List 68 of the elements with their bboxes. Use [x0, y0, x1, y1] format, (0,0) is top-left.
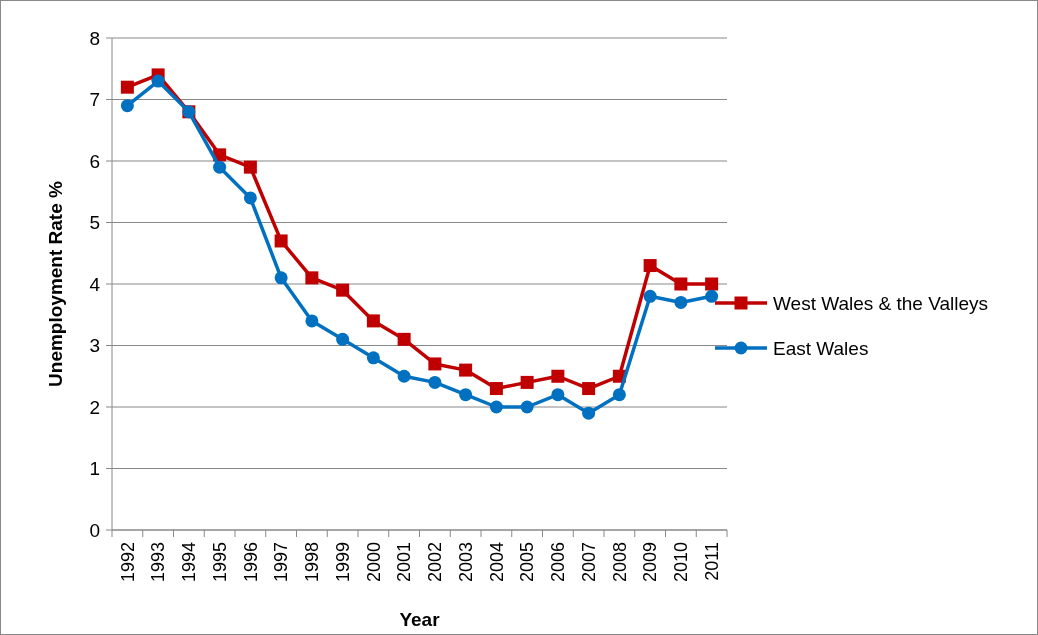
y-tick-label: 6 [89, 150, 100, 172]
point [120, 80, 134, 94]
x-tick-label: 1999 [332, 542, 353, 583]
point [582, 406, 596, 420]
point [459, 363, 473, 377]
x-axis-title: Year [399, 609, 441, 630]
point [305, 314, 319, 328]
point [366, 351, 380, 365]
x-tick-label: 2005 [517, 542, 538, 583]
point [397, 332, 411, 346]
x-tick-label: 2000 [363, 542, 384, 583]
y-tick-label: 7 [89, 89, 100, 111]
point [428, 357, 442, 371]
y-tick-label: 1 [89, 458, 100, 480]
x-tick-label: 2007 [578, 542, 599, 583]
point [213, 160, 227, 174]
point [336, 332, 350, 346]
point [643, 259, 657, 273]
point [243, 160, 257, 174]
x-tick-label: 2003 [455, 542, 476, 583]
point [520, 375, 534, 389]
x-tick-label: 1996 [240, 542, 261, 583]
x-tick-label: 1994 [179, 542, 200, 583]
y-tick-label: 0 [89, 519, 100, 541]
point [489, 400, 503, 414]
point [243, 191, 257, 205]
point [366, 314, 380, 328]
y-tick-label: 5 [89, 212, 100, 234]
point [274, 271, 288, 285]
point [674, 295, 688, 309]
point [551, 388, 565, 402]
x-tick-label: 2011 [701, 542, 722, 581]
point [489, 382, 503, 396]
point [151, 74, 165, 88]
point [643, 289, 657, 303]
x-tick-label: 1992 [117, 542, 138, 583]
point [612, 388, 626, 402]
point [705, 277, 719, 291]
point [336, 283, 350, 297]
point [705, 289, 719, 303]
legend-label: West Wales & the Valleys [773, 292, 989, 314]
point [520, 400, 534, 414]
point [459, 388, 473, 402]
y-tick-label: 4 [89, 273, 101, 295]
point [305, 271, 319, 285]
point [428, 375, 442, 389]
x-tick-label: 2002 [425, 542, 446, 583]
x-tick-label: 2001 [394, 542, 415, 583]
x-tick-label: 1993 [148, 542, 169, 583]
y-axis-title: Unemployment Rate % [45, 180, 66, 387]
x-tick-label: 1997 [271, 542, 292, 583]
x-tick-label: 2004 [486, 542, 507, 583]
x-tick-label: 2010 [671, 542, 692, 583]
point [120, 99, 134, 113]
point [551, 369, 565, 383]
y-tick-label: 8 [89, 27, 100, 49]
x-tick-label: 2006 [548, 542, 569, 583]
y-tick-label: 2 [89, 396, 100, 418]
y-tick-label: 3 [89, 335, 100, 357]
point [274, 234, 288, 248]
point [674, 277, 688, 291]
x-tick-label: 2008 [609, 542, 630, 583]
x-tick-label: 2009 [640, 542, 661, 583]
x-tick-label: 1998 [302, 542, 323, 583]
point [397, 369, 411, 383]
legend-label: East Wales [773, 337, 869, 359]
point [582, 382, 596, 396]
x-tick-label: 1995 [209, 542, 230, 583]
